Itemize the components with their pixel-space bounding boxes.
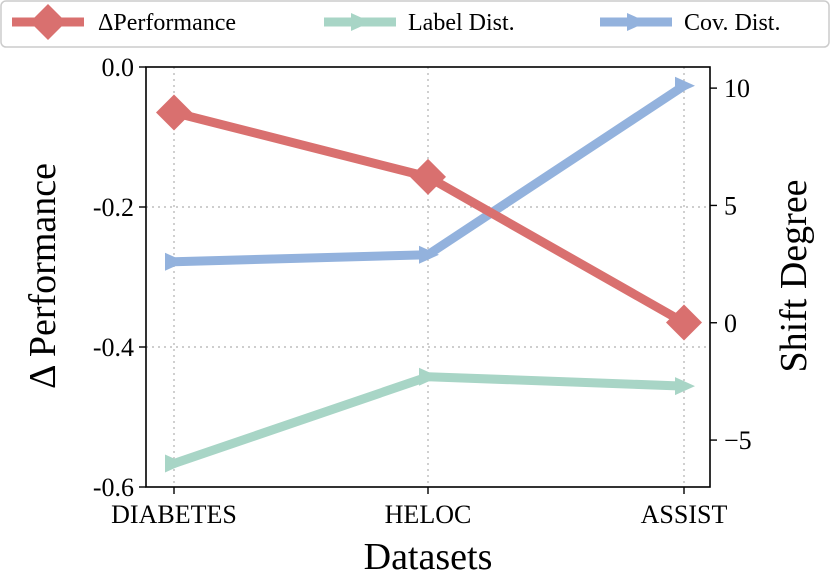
series-line-label-dist	[172, 372, 685, 468]
y-tick-label: -0.6	[93, 473, 134, 502]
x-axis-title: Datasets	[364, 536, 493, 578]
series-layer	[156, 76, 702, 473]
y2-axis-title: Shift Degree	[773, 179, 815, 372]
x-tick-label-heloc: HELOC	[385, 500, 472, 529]
x-tick-label-diabetes: DIABETES	[111, 500, 237, 529]
y-tick-label: -0.2	[93, 193, 134, 222]
legend-label: ΔPerformance	[98, 10, 236, 36]
point-cov-dist-0	[165, 252, 185, 271]
legend-item-2: Cov. Dist.	[600, 10, 780, 36]
y-tick-label: -0.4	[93, 333, 134, 362]
point-performance-0	[156, 94, 192, 131]
point-cov-dist-1	[419, 245, 439, 264]
point-label-dist-0	[165, 454, 185, 473]
point-label-dist-2	[675, 377, 695, 396]
legend-swatch-marker	[627, 13, 647, 31]
point-performance-2	[666, 304, 702, 341]
series-performance	[156, 94, 702, 341]
series-cov-dist	[165, 76, 695, 271]
x-tick-label-assist: ASSIST	[641, 500, 728, 529]
y2-tick-label: −5	[724, 426, 752, 455]
y-axis-title: Δ Performance	[22, 163, 64, 389]
grid	[146, 67, 710, 487]
legend-label: Cov. Dist.	[684, 10, 780, 36]
legend: ΔPerformance Label Dist. Cov. Dist.	[0, 0, 830, 48]
point-cov-dist-2	[675, 76, 695, 95]
y2-tick-label: 10	[724, 74, 750, 103]
legend-swatch-marker	[30, 4, 66, 40]
point-performance-1	[410, 158, 446, 195]
y2-tick-label: 0	[724, 309, 737, 338]
legend-frame	[0, 0, 830, 48]
series-line-performance	[172, 108, 687, 327]
series-label-dist	[165, 367, 695, 473]
legend-label: Label Dist.	[408, 10, 515, 36]
y-tick-label: 0.0	[102, 53, 135, 82]
axes: DIABETES HELOC ASSIST 0.0 -0.2 -0.4 -0.6 10 5 0 −5	[93, 53, 752, 529]
legend-item-1: Label Dist.	[324, 10, 515, 36]
legend-item-0: ΔPerformance	[12, 4, 236, 40]
y2-tick-label: 5	[724, 191, 737, 220]
point-label-dist-1	[419, 367, 439, 386]
legend-swatch-marker	[351, 13, 371, 31]
